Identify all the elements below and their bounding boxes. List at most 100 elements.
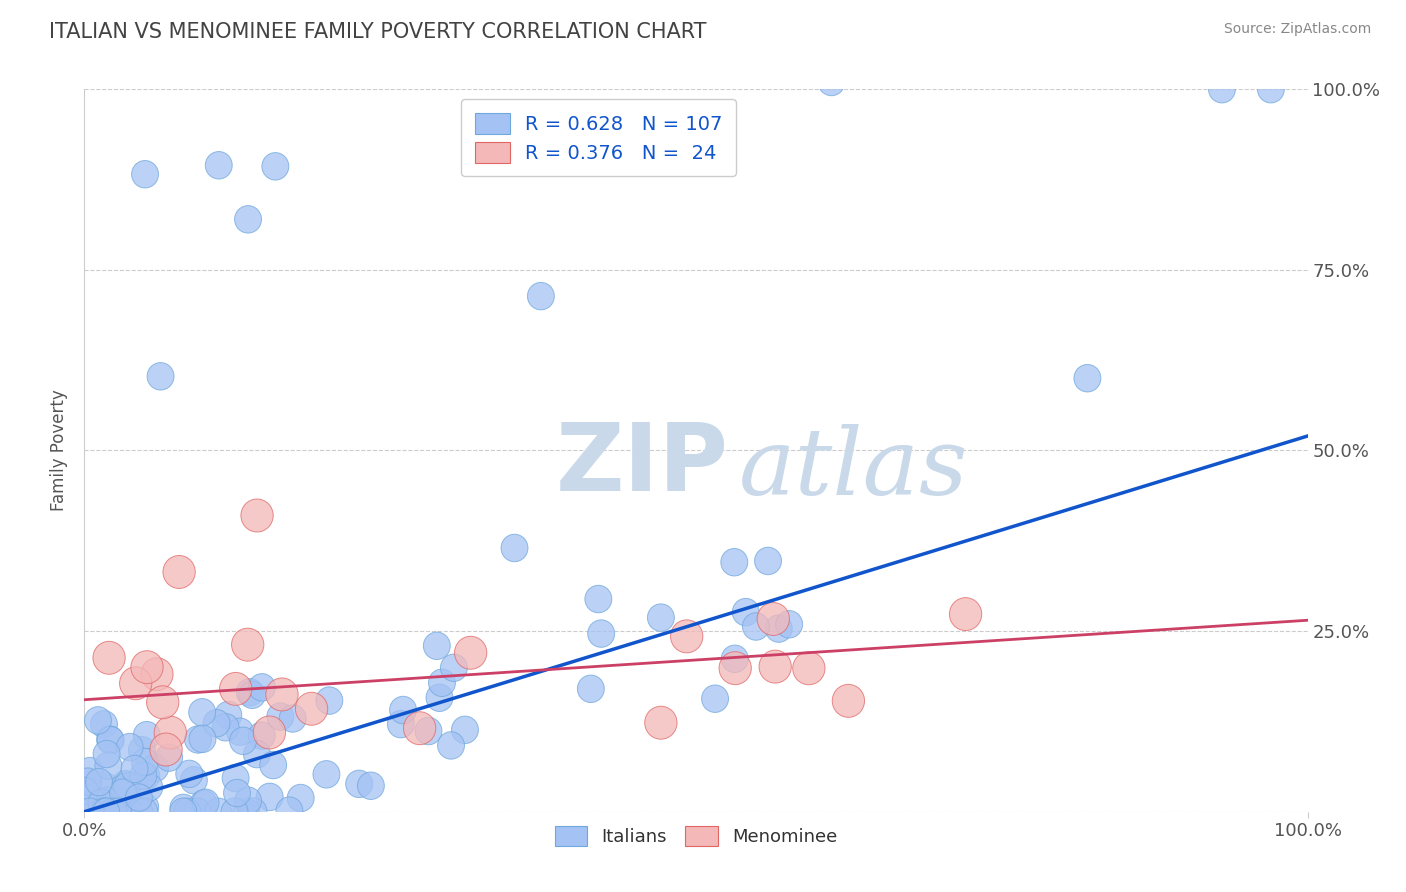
Ellipse shape	[132, 161, 159, 188]
Ellipse shape	[314, 761, 340, 788]
Ellipse shape	[249, 722, 276, 749]
Ellipse shape	[222, 764, 249, 792]
Ellipse shape	[949, 598, 981, 631]
Ellipse shape	[129, 762, 156, 789]
Ellipse shape	[832, 684, 865, 717]
Ellipse shape	[111, 776, 138, 804]
Ellipse shape	[276, 797, 302, 824]
Ellipse shape	[93, 641, 125, 674]
Ellipse shape	[267, 703, 294, 731]
Ellipse shape	[80, 789, 107, 816]
Ellipse shape	[280, 705, 307, 732]
Ellipse shape	[793, 652, 825, 685]
Ellipse shape	[93, 798, 120, 825]
Ellipse shape	[142, 755, 169, 781]
Ellipse shape	[253, 716, 285, 749]
Ellipse shape	[585, 585, 612, 613]
Ellipse shape	[233, 798, 260, 825]
Ellipse shape	[440, 654, 467, 681]
Ellipse shape	[437, 731, 464, 759]
Ellipse shape	[170, 798, 197, 825]
Ellipse shape	[249, 673, 276, 701]
Ellipse shape	[235, 206, 262, 233]
Ellipse shape	[93, 740, 120, 768]
Text: ITALIAN VS MENOMINEE FAMILY POVERTY CORRELATION CHART: ITALIAN VS MENOMINEE FAMILY POVERTY CORR…	[49, 22, 707, 42]
Ellipse shape	[776, 611, 803, 638]
Ellipse shape	[115, 798, 142, 825]
Ellipse shape	[733, 599, 759, 626]
Ellipse shape	[423, 632, 450, 659]
Ellipse shape	[155, 716, 187, 749]
Ellipse shape	[229, 727, 256, 755]
Ellipse shape	[235, 787, 262, 814]
Ellipse shape	[647, 604, 675, 632]
Ellipse shape	[120, 667, 152, 699]
Ellipse shape	[765, 615, 792, 642]
Ellipse shape	[588, 620, 614, 648]
Ellipse shape	[150, 733, 183, 766]
Ellipse shape	[645, 706, 678, 739]
Ellipse shape	[170, 794, 197, 822]
Ellipse shape	[499, 124, 526, 152]
Ellipse shape	[174, 798, 201, 825]
Ellipse shape	[134, 722, 160, 749]
Ellipse shape	[121, 756, 148, 782]
Ellipse shape	[112, 771, 139, 797]
Ellipse shape	[163, 556, 195, 589]
Ellipse shape	[86, 768, 112, 796]
Ellipse shape	[578, 675, 605, 703]
Ellipse shape	[84, 706, 111, 734]
Ellipse shape	[756, 602, 789, 635]
Ellipse shape	[190, 789, 217, 817]
Ellipse shape	[90, 711, 118, 738]
Ellipse shape	[193, 789, 219, 816]
Ellipse shape	[527, 283, 554, 310]
Y-axis label: Family Poverty: Family Poverty	[51, 390, 69, 511]
Ellipse shape	[76, 757, 104, 785]
Ellipse shape	[357, 772, 384, 799]
Ellipse shape	[239, 681, 266, 708]
Ellipse shape	[100, 798, 127, 825]
Ellipse shape	[188, 698, 215, 726]
Text: ZIP: ZIP	[555, 419, 728, 511]
Ellipse shape	[346, 770, 373, 797]
Ellipse shape	[1257, 76, 1284, 103]
Ellipse shape	[721, 645, 748, 673]
Ellipse shape	[1074, 365, 1101, 392]
Ellipse shape	[501, 534, 529, 562]
Ellipse shape	[205, 152, 232, 179]
Ellipse shape	[212, 714, 239, 741]
Ellipse shape	[94, 752, 122, 780]
Ellipse shape	[295, 692, 328, 725]
Ellipse shape	[125, 798, 153, 825]
Ellipse shape	[759, 650, 792, 683]
Ellipse shape	[93, 787, 120, 814]
Ellipse shape	[702, 685, 728, 713]
Ellipse shape	[141, 657, 173, 690]
Ellipse shape	[156, 744, 183, 772]
Ellipse shape	[75, 768, 101, 796]
Ellipse shape	[131, 650, 163, 683]
Ellipse shape	[131, 798, 157, 825]
Ellipse shape	[114, 772, 141, 800]
Ellipse shape	[136, 773, 163, 801]
Ellipse shape	[240, 499, 273, 532]
Ellipse shape	[104, 798, 132, 825]
Ellipse shape	[262, 153, 288, 180]
Ellipse shape	[110, 779, 136, 806]
Ellipse shape	[97, 726, 124, 754]
Ellipse shape	[1209, 76, 1236, 103]
Ellipse shape	[451, 716, 478, 744]
Ellipse shape	[721, 549, 748, 576]
Ellipse shape	[180, 766, 207, 794]
Ellipse shape	[256, 783, 283, 811]
Ellipse shape	[184, 726, 211, 753]
Ellipse shape	[718, 652, 751, 685]
Ellipse shape	[266, 678, 298, 711]
Ellipse shape	[89, 789, 115, 817]
Ellipse shape	[146, 686, 179, 719]
Ellipse shape	[818, 69, 845, 95]
Ellipse shape	[188, 725, 217, 753]
Ellipse shape	[90, 798, 118, 825]
Ellipse shape	[76, 798, 103, 825]
